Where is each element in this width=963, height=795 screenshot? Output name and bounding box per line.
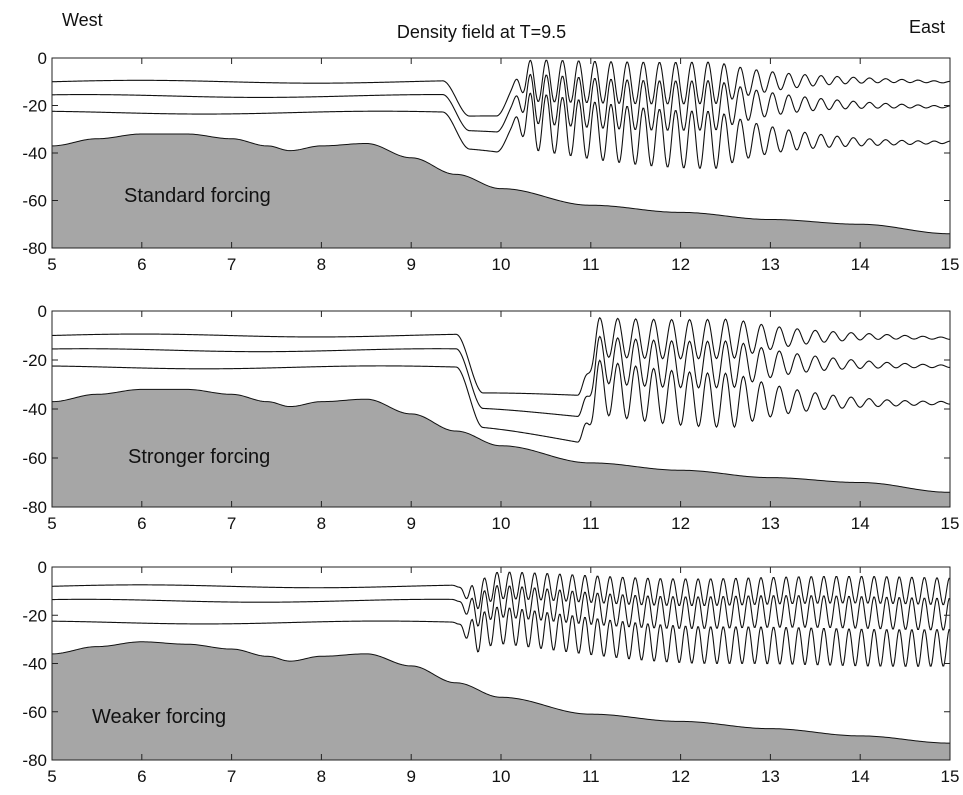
x-tick-label: 6 — [137, 767, 146, 786]
x-tick-label: 14 — [851, 514, 870, 533]
x-tick-label: 15 — [941, 255, 960, 274]
y-tick-label: -80 — [22, 751, 47, 770]
x-tick-label: 14 — [851, 767, 870, 786]
y-tick-label: -40 — [22, 655, 47, 674]
panel-label: Weaker forcing — [92, 706, 226, 728]
x-tick-label: 12 — [671, 255, 690, 274]
panel-1: 5 6 7 8 9 10 11 12 13 14 15 0 -20 -40 -60 -80 Standard f… — [22, 49, 959, 274]
plot-area — [52, 316, 950, 507]
x-tick-label: 9 — [406, 255, 415, 274]
x-tick-label: 11 — [582, 767, 600, 786]
y-tick-label: -60 — [22, 703, 47, 722]
plot-area — [52, 59, 950, 248]
x-tick-label: 13 — [761, 767, 780, 786]
y-tick-label: -20 — [22, 351, 47, 370]
y-tick-label: -80 — [22, 498, 47, 517]
x-tick-label: 7 — [227, 767, 236, 786]
bathymetry-area — [52, 388, 950, 507]
panel-2: 5 6 7 8 9 10 11 12 13 14 15 0 -20 -40 -60 -80 Stronger f… — [22, 302, 959, 533]
y-tick-label: -60 — [22, 192, 47, 211]
panel-label: Stronger forcing — [128, 446, 270, 468]
x-tick-label: 10 — [492, 255, 511, 274]
isopycnal-line — [52, 606, 950, 667]
bathymetry-area — [52, 133, 950, 248]
y-tick-label: 0 — [38, 49, 47, 68]
x-tick-label: 12 — [671, 514, 690, 533]
isopycnal-line — [52, 92, 950, 169]
isopycnal-line — [52, 571, 950, 610]
bathymetry-area — [52, 641, 950, 760]
x-tick-label: 15 — [941, 767, 960, 786]
isopycnal-line — [52, 316, 950, 396]
y-tick-label: 0 — [38, 558, 47, 577]
x-tick-label: 8 — [317, 255, 326, 274]
x-tick-label: 5 — [47, 255, 56, 274]
west-label: West — [62, 10, 103, 30]
x-tick-label: 5 — [47, 767, 56, 786]
y-tick-label: -40 — [22, 144, 47, 163]
x-tick-label: 8 — [317, 514, 326, 533]
x-tick-label: 14 — [851, 255, 870, 274]
y-tick-label: -40 — [22, 400, 47, 419]
x-tick-label: 10 — [492, 767, 511, 786]
x-tick-label: 7 — [227, 255, 236, 274]
isopycnal-line — [52, 73, 950, 133]
x-tick-label: 10 — [492, 514, 511, 533]
x-tick-label: 9 — [406, 514, 415, 533]
x-tick-label: 9 — [406, 767, 415, 786]
y-tick-label: -20 — [22, 606, 47, 625]
y-tick-label: -20 — [22, 97, 47, 116]
x-tick-label: 12 — [671, 767, 690, 786]
plot-area — [52, 571, 950, 760]
y-tick-label: -60 — [22, 449, 47, 468]
panel-3: 5 6 7 8 9 10 11 12 13 14 15 0 -20 -40 -60 -80 Weaker for… — [22, 558, 959, 786]
x-tick-label: 15 — [941, 514, 960, 533]
x-tick-label: 13 — [761, 514, 780, 533]
figure-title: Density field at T=9.5 — [396, 22, 567, 42]
isopycnal-line — [52, 59, 950, 117]
isopycnal-line — [52, 335, 950, 417]
x-tick-label: 7 — [227, 514, 236, 533]
x-tick-label: 11 — [582, 514, 600, 533]
east-label: East — [908, 17, 945, 37]
x-tick-label: 8 — [317, 767, 326, 786]
x-tick-label: 5 — [47, 514, 56, 533]
isopycnal-line — [52, 359, 950, 443]
panel-label: Standard forcing — [124, 185, 271, 207]
y-tick-label: 0 — [38, 302, 47, 321]
x-tick-label: 11 — [582, 255, 600, 274]
isopycnal-line — [52, 585, 950, 631]
x-tick-label: 6 — [137, 514, 146, 533]
x-tick-label: 6 — [137, 255, 146, 274]
x-tick-label: 13 — [761, 255, 780, 274]
y-tick-label: -80 — [22, 239, 47, 258]
